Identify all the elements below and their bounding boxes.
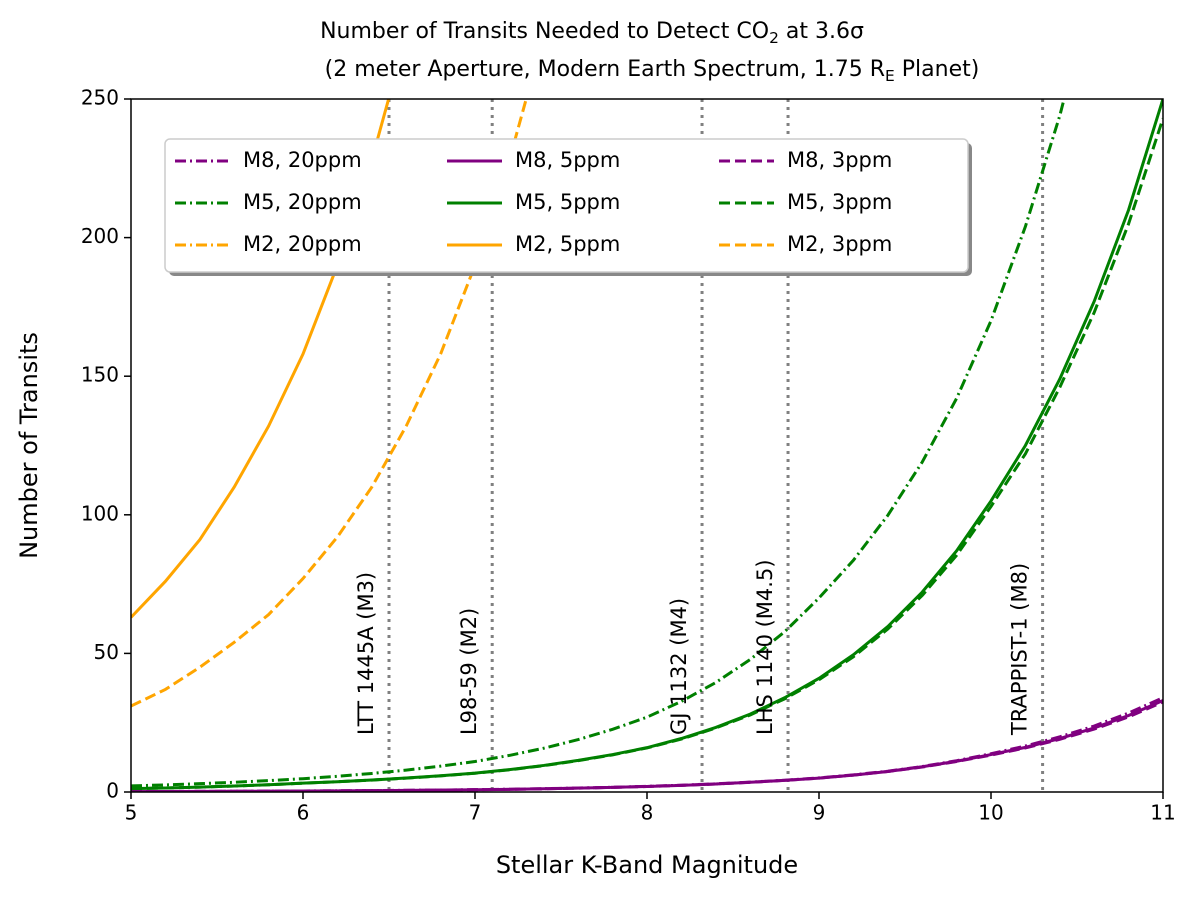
y-tick-label: 250	[81, 86, 119, 110]
title-tail: at 3.6σ	[779, 19, 864, 44]
x-tick-label: 7	[469, 801, 482, 825]
y-tick-label: 100	[81, 501, 119, 525]
legend-label: M8, 20ppm	[243, 148, 362, 172]
x-tick-label: 6	[297, 801, 310, 825]
plot-frame	[130, 98, 1164, 793]
y-tick-label: 50	[94, 640, 119, 664]
y-tick-label: 0	[106, 779, 119, 803]
marker-label: LHS 1140 (M4.5)	[753, 559, 777, 735]
series-line	[131, 99, 1066, 788]
legend-label: M2, 3ppm	[787, 232, 892, 256]
x-tick-label: 10	[978, 801, 1003, 825]
legend-label: M5, 5ppm	[515, 190, 620, 214]
subtitle-text: (2 meter Aperture, Modern Earth Spectrum…	[325, 57, 885, 82]
x-tick-label: 9	[813, 801, 826, 825]
subtitle-tail: Planet)	[895, 57, 980, 82]
series-line	[131, 117, 1163, 791]
series-line	[131, 700, 1163, 792]
legend-label: M2, 5ppm	[515, 232, 620, 256]
marker-label: GJ 1132 (M4)	[667, 598, 691, 735]
marker-label: LTT 1445A (M3)	[354, 572, 378, 735]
x-axis-label: Stellar K-Band Magnitude	[496, 851, 798, 879]
legend-label: M8, 5ppm	[515, 148, 620, 172]
legend-label: M5, 20ppm	[243, 190, 362, 214]
legend-label: M2, 20ppm	[243, 232, 362, 256]
title-text: Number of Transits Needed to Detect CO	[320, 19, 769, 44]
chart-subtitle: (2 meter Aperture, Modern Earth Spectrum…	[325, 57, 980, 85]
marker-label: TRAPPIST-1 (M8)	[1008, 563, 1032, 736]
x-tick-label: 8	[641, 801, 654, 825]
x-tick-label: 5	[125, 801, 138, 825]
chart-title: Number of Transits Needed to Detect CO2 …	[320, 19, 864, 47]
y-tick-label: 200	[81, 224, 119, 248]
y-axis-label: Number of Transits	[15, 332, 43, 559]
subtitle-sub: E	[885, 67, 895, 85]
legend-label: M8, 3ppm	[787, 148, 892, 172]
marker-label: L98-59 (M2)	[457, 608, 481, 735]
legend-label: M5, 3ppm	[787, 190, 892, 214]
y-tick-label: 150	[81, 363, 119, 387]
title-sub: 2	[769, 29, 779, 47]
legend-box	[164, 138, 969, 273]
x-tick-label: 11	[1150, 801, 1175, 825]
